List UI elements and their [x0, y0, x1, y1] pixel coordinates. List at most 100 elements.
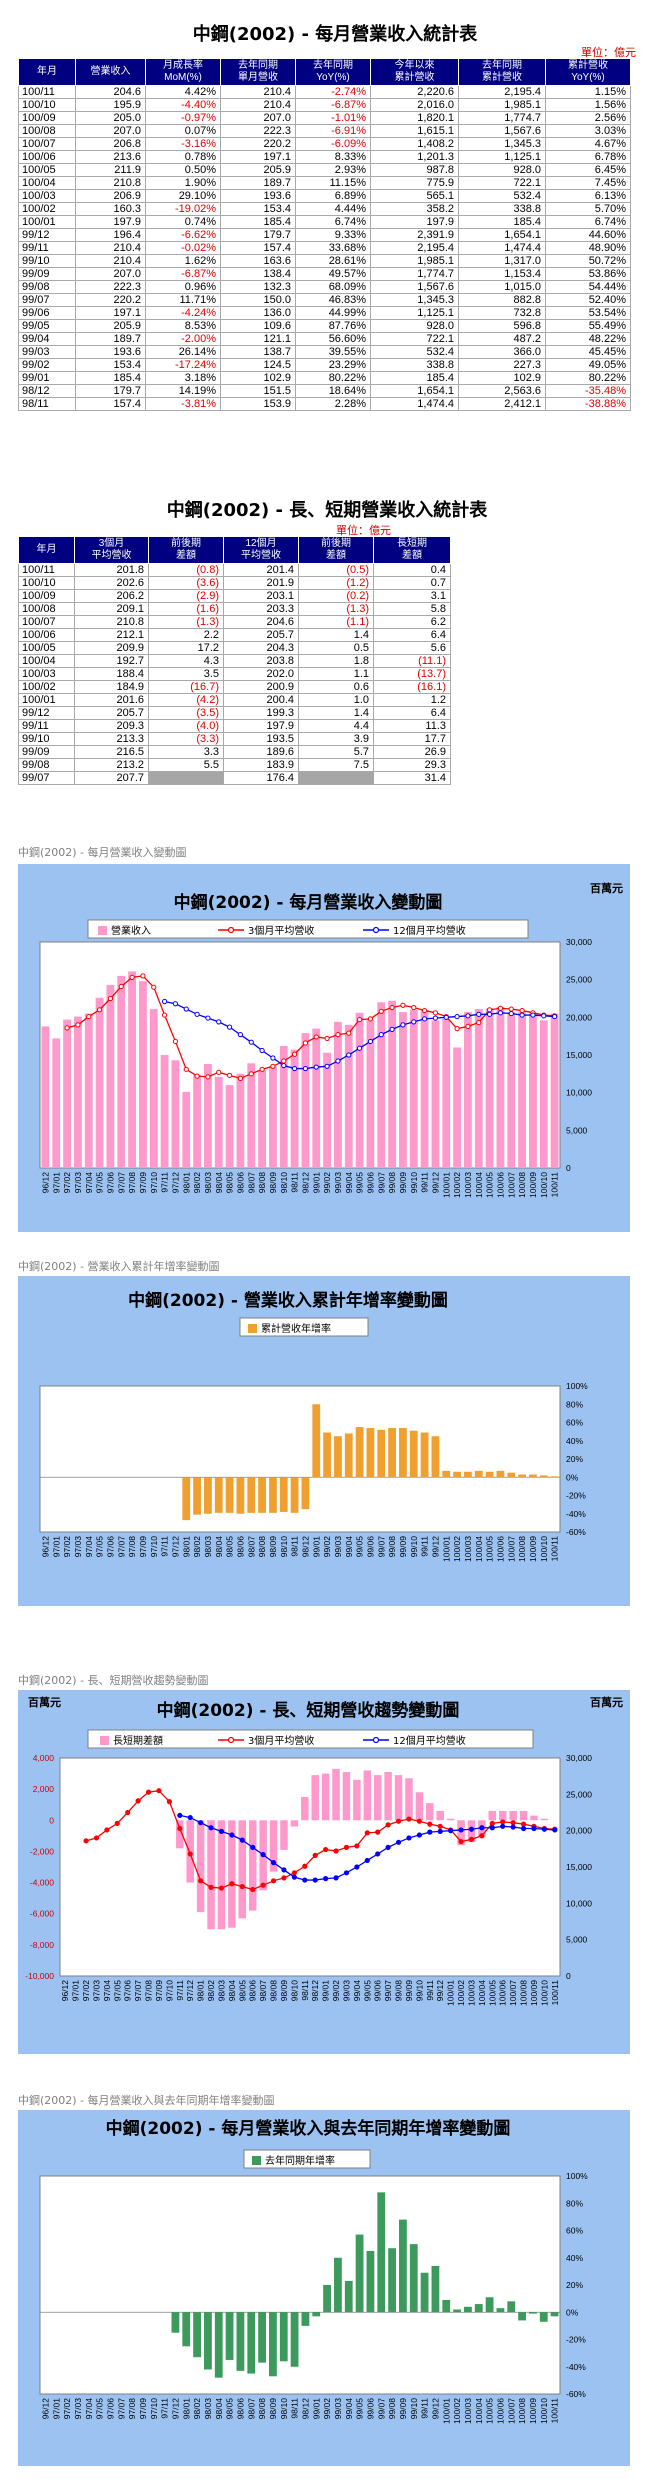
- legend-label: 3個月平均營收: [248, 924, 314, 937]
- revenue-bar: [106, 984, 115, 1168]
- cumulative-yoy-bar: [496, 1470, 505, 1478]
- cumulative-yoy-bar: [420, 1432, 429, 1478]
- avg3-point: [465, 1023, 471, 1029]
- table-row: 100/06 213.6 0.78% 197.1 8.33% 1,201.3 1,125.1…: [18, 150, 631, 164]
- table-cell: 6.74%: [295, 215, 371, 229]
- avg3-point: [107, 995, 114, 1002]
- table-row: 99/07 207.7 176.4 31.4: [18, 771, 451, 785]
- avg3-point: [479, 1833, 485, 1839]
- revenue-bar: [290, 1049, 299, 1168]
- x-tick-label: 100/07: [506, 1172, 516, 1198]
- table-cell: 1.90%: [145, 176, 221, 190]
- table-cell: 100/10: [18, 98, 76, 112]
- cumulative-yoy-bar: [366, 1427, 375, 1478]
- table-row: 100/05 209.9 17.2 204.3 0.5 5.6: [18, 641, 451, 655]
- avg12-point: [427, 1829, 433, 1835]
- table-cell: 100/03: [18, 667, 75, 681]
- x-tick-label: 100/06: [498, 1980, 508, 2006]
- x-tick-label: 97/02: [62, 1172, 72, 1194]
- x-tick-label: 97/08: [127, 2398, 137, 2420]
- table-cell: 211.9: [75, 163, 146, 177]
- table-cell: (0.5): [298, 563, 374, 577]
- x-tick-label: 99/04: [344, 2398, 354, 2420]
- table-cell: 99/11: [18, 241, 76, 255]
- chart2-caption: 中鋼(2002) - 營業收入累計年增率變動圖: [18, 1260, 220, 1273]
- table-cell: 338.8: [458, 202, 546, 216]
- avg3-point: [364, 1830, 370, 1836]
- revenue-bar: [139, 981, 147, 1168]
- avg3-point: [333, 1848, 339, 1854]
- x-tick-label: 100/04: [474, 2398, 484, 2424]
- table-cell: 11.3: [373, 719, 451, 733]
- x-tick-label: 99/03: [333, 1536, 343, 1558]
- avg3-point: [226, 1072, 233, 1078]
- table-cell: 48.22%: [545, 332, 631, 346]
- avg3-point: [389, 1004, 395, 1011]
- x-tick-label: 98/04: [214, 1172, 224, 1194]
- x-tick-label: 99/07: [383, 1980, 393, 2002]
- table-cell: 53.54%: [545, 306, 631, 320]
- y-tick-label: -40%: [566, 2362, 586, 2372]
- table-cell: 1.1: [298, 667, 374, 681]
- table-cell: 163.6: [220, 254, 296, 268]
- table-cell: 987.8: [370, 163, 459, 177]
- table-cell: 100/05: [18, 641, 75, 655]
- table-cell: 5.5: [148, 758, 224, 772]
- table-row: 98/11 157.4 -3.81% 153.9 2.28% 1,474.4 2,412.1…: [18, 397, 631, 411]
- table-cell: 99/09: [18, 267, 76, 281]
- y-tick-label: 30,000: [566, 937, 592, 947]
- table-cell: 4.4: [298, 719, 374, 733]
- table-cell: 100/10: [18, 576, 75, 590]
- long-short-diff-bar: [498, 1810, 507, 1821]
- unit-label-left: 百萬元: [28, 1695, 61, 1709]
- revenue-bar: [204, 1064, 212, 1168]
- table-row: 99/08 222.3 0.96% 132.3 68.09% 1,567.6 1,015.0…: [18, 280, 631, 294]
- x-tick-label: 100/05: [485, 2398, 495, 2424]
- x-tick-label: 100/02: [452, 1172, 462, 1198]
- table-cell: 928.0: [458, 163, 546, 177]
- x-tick-label: 99/03: [341, 1980, 351, 2002]
- y-tick-label: -40%: [566, 1509, 586, 1519]
- table-cell: 49.05%: [545, 358, 631, 372]
- column-header: 去年同期 單月營收: [220, 58, 296, 86]
- table-cell: 197.9: [75, 215, 146, 229]
- table-cell: 80.22%: [295, 371, 371, 385]
- table-cell: 53.86%: [545, 267, 631, 281]
- legend-label: 營業收入: [111, 924, 151, 937]
- chart4-panel: 中鋼(2002) - 每月營業收入與去年同期年增率變動圖 去年同期年增率 -60% -…: [18, 2110, 630, 2466]
- table-cell: 0.96%: [145, 280, 221, 294]
- cumulative-yoy-bar: [464, 1471, 472, 1478]
- table-cell: 157.4: [75, 397, 146, 411]
- cumulative-yoy-bar: [550, 1476, 559, 1478]
- table-cell: (3.6): [148, 576, 224, 590]
- table-cell: 202.6: [74, 576, 149, 590]
- avg12-point: [432, 1015, 439, 1021]
- x-tick-label: 98/09: [268, 1536, 278, 1558]
- x-tick-label: 100/07: [508, 1980, 518, 2006]
- monthly-revenue-section: 中鋼(2002) - 每月營業收入統計表 單位：億元 年月 營業收入 月成長率 MoM…: [0, 0, 670, 460]
- avg12-point: [216, 1019, 222, 1025]
- y-tick-label: -60%: [566, 2389, 586, 2399]
- legend-label: 12個月平均營收: [393, 924, 466, 937]
- revenue-bar: [323, 1052, 331, 1168]
- avg12-point: [411, 1019, 417, 1025]
- table-cell: 6.78%: [545, 150, 631, 164]
- table-cell: 184.9: [74, 680, 149, 694]
- x-tick-label: 98/08: [257, 2398, 267, 2420]
- table-cell: 206.8: [75, 137, 146, 151]
- y-tick-label: 25,000: [566, 1789, 592, 1799]
- table-cell: 49.57%: [295, 267, 371, 281]
- table-cell: -2.00%: [145, 332, 221, 346]
- avg12-point: [486, 1011, 493, 1017]
- revenue-bar: [41, 1026, 50, 1168]
- table-cell: 2,391.9: [370, 228, 459, 242]
- table-cell: 197.9: [223, 719, 299, 733]
- legend: [87, 919, 529, 939]
- table-cell: (11.1): [373, 654, 451, 668]
- table-cell: 6.13%: [545, 189, 631, 203]
- table-cell: 6.4: [373, 628, 451, 642]
- y-tick-label: 10,000: [566, 1088, 592, 1098]
- x-tick-label: 98/11: [300, 1980, 310, 2001]
- table-cell: 1,654.1: [370, 384, 459, 398]
- x-tick-label: 99/02: [322, 1172, 332, 1194]
